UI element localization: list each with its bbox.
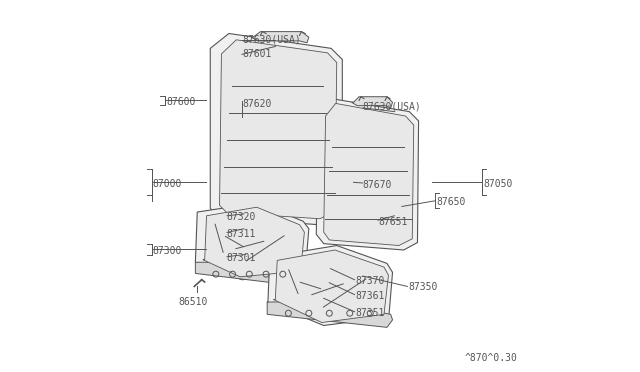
Text: 87601: 87601 [243,49,272,59]
Text: 87301: 87301 [227,253,255,263]
Polygon shape [203,207,305,277]
Text: 87630(USA): 87630(USA) [362,101,420,111]
Polygon shape [316,99,419,250]
Polygon shape [324,103,413,246]
Text: 87320: 87320 [227,212,255,222]
Text: 87351: 87351 [355,308,385,318]
Polygon shape [220,40,337,219]
Polygon shape [267,301,392,327]
Polygon shape [273,250,388,323]
Text: 87630(USA): 87630(USA) [243,34,301,44]
Polygon shape [267,246,392,326]
Text: 87050: 87050 [484,179,513,189]
Text: 86510: 86510 [179,297,208,307]
Polygon shape [195,262,309,286]
Text: 87350: 87350 [408,282,438,292]
Text: ^870^0.30: ^870^0.30 [465,353,517,363]
Polygon shape [351,97,392,108]
Polygon shape [195,203,309,280]
Text: 87651: 87651 [379,217,408,227]
Polygon shape [211,33,342,225]
Text: 87650: 87650 [436,197,465,206]
Polygon shape [251,32,309,43]
Text: 87620: 87620 [243,99,272,109]
Text: 87311: 87311 [227,229,255,238]
Text: 87370: 87370 [355,276,385,286]
Text: 87300: 87300 [152,246,182,256]
Text: 87670: 87670 [362,180,392,189]
Text: 87361: 87361 [355,291,385,301]
Text: 87000: 87000 [152,179,182,189]
Text: 87600: 87600 [167,97,196,107]
